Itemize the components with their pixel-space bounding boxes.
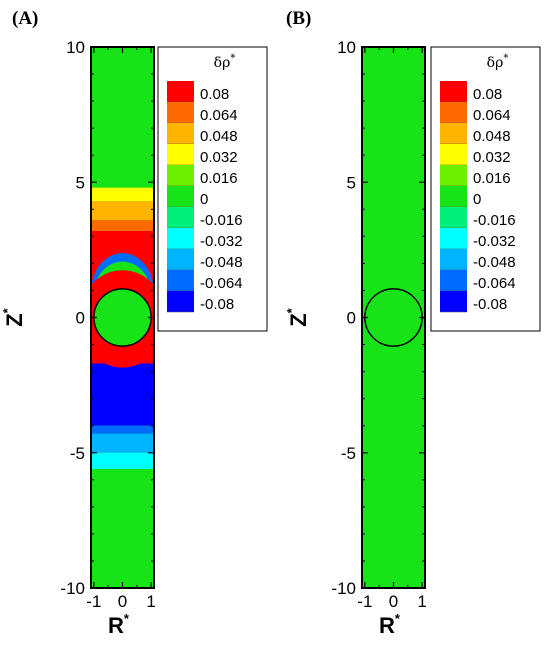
colorbar-label: 0.064 — [473, 107, 511, 124]
colorbar-swatch — [167, 81, 194, 102]
colorbar-label: 0.016 — [200, 170, 238, 187]
colorbar-label: -0.032 — [200, 233, 243, 250]
colorbar-label: 0.048 — [200, 128, 238, 145]
colorbar-swatch — [440, 228, 467, 249]
colorbar-swatch — [167, 165, 194, 186]
x-tick-label: 0 — [389, 592, 398, 611]
x-tick-label: -1 — [357, 592, 372, 611]
contour-band — [91, 425, 154, 434]
contour-band — [91, 433, 154, 453]
colorbar-swatch — [440, 165, 467, 186]
colorbar-swatch — [167, 249, 194, 270]
colorbar-legend: δρ* 0.08 0.064 0.048 0.032 0.016 0 -0.016 -0.032… — [430, 46, 541, 332]
obstacle-circle — [93, 288, 152, 347]
colorbar-label: -0.016 — [200, 212, 243, 229]
colorbar-label: -0.08 — [473, 296, 507, 313]
colorbar-swatch — [440, 291, 467, 312]
colorbar-swatch — [440, 270, 467, 291]
colorbar-label: -0.016 — [473, 212, 516, 229]
colorbar-label: 0.064 — [200, 107, 238, 124]
y-tick-label: -10 — [60, 579, 85, 598]
colorbar-label: 0.08 — [473, 86, 502, 103]
x-axis-label: R* — [379, 611, 401, 638]
colorbar-label: 0.08 — [200, 86, 229, 103]
colorbar-swatch — [440, 186, 467, 207]
colorbar-label: 0.032 — [200, 149, 238, 166]
y-tick-label: 10 — [337, 38, 356, 57]
x-axis-label: R* — [108, 611, 130, 638]
y-tick-label: -10 — [331, 579, 356, 598]
x-tick-label: 1 — [417, 592, 426, 611]
colorbar-swatch — [440, 144, 467, 165]
y-tick-label: 5 — [76, 173, 85, 192]
colorbar-swatch — [167, 144, 194, 165]
colorbar-label: -0.064 — [473, 275, 516, 292]
contour-band — [91, 363, 154, 426]
colorbar-swatch — [167, 123, 194, 144]
colorbar-swatch — [167, 102, 194, 123]
y-axis-label: Z* — [284, 307, 311, 326]
colorbar-label: -0.032 — [473, 233, 516, 250]
colorbar-swatch — [440, 123, 467, 144]
x-tick-label: 1 — [146, 592, 155, 611]
contour-band — [91, 220, 154, 231]
colorbar-title: δρ* — [214, 53, 236, 71]
contour-band — [91, 187, 154, 202]
y-tick-label: 0 — [347, 309, 356, 328]
colorbar-swatch — [440, 249, 467, 270]
y-tick-label: 10 — [66, 38, 85, 57]
colorbar-swatch — [440, 81, 467, 102]
colorbar-label: 0.032 — [473, 149, 511, 166]
colorbar-label: 0 — [200, 191, 208, 208]
y-axis-label: Z* — [0, 307, 27, 326]
colorbar-swatch — [167, 291, 194, 312]
contour-band — [91, 452, 154, 469]
colorbar-label: 0.016 — [473, 170, 511, 187]
y-tick-label: -5 — [341, 444, 356, 463]
colorbar-label: -0.064 — [200, 275, 243, 292]
x-tick-label: 0 — [118, 592, 127, 611]
y-tick-label: -5 — [70, 444, 85, 463]
colorbar-swatch — [440, 207, 467, 228]
colorbar-swatch — [167, 228, 194, 249]
colorbar-label: -0.048 — [473, 254, 516, 271]
obstacle-circle — [364, 288, 423, 347]
panel-a-label: (A) — [12, 8, 39, 29]
colorbar-title: δρ* — [487, 53, 509, 71]
colorbar-label: 0 — [473, 191, 481, 208]
y-tick-label: 0 — [76, 309, 85, 328]
colorbar-legend: δρ* 0.08 0.064 0.048 0.032 0.016 0 -0.016 -0.032… — [157, 46, 268, 332]
colorbar-swatch — [440, 102, 467, 123]
x-tick-label: -1 — [86, 592, 101, 611]
colorbar-swatch — [167, 270, 194, 291]
colorbar-label: -0.048 — [200, 254, 243, 271]
colorbar-swatch — [167, 207, 194, 228]
panel-b-label: (B) — [286, 8, 312, 29]
colorbar-label: 0.048 — [473, 128, 511, 145]
colorbar-label: -0.08 — [200, 296, 234, 313]
colorbar-swatch — [167, 186, 194, 207]
y-tick-label: 5 — [347, 173, 356, 192]
contour-band — [91, 201, 154, 221]
